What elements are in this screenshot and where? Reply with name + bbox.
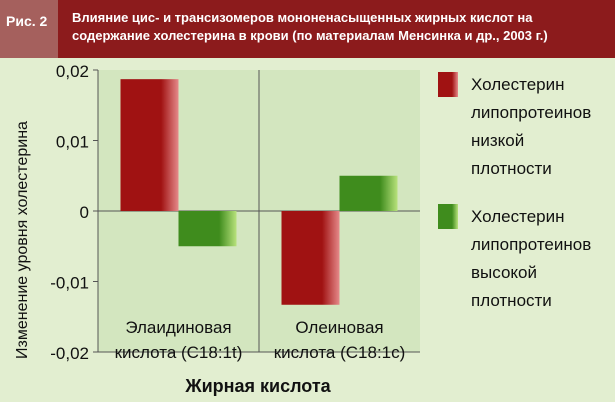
bar-ldl-1 bbox=[281, 211, 340, 305]
category-label: кислота (C18:1t) bbox=[115, 343, 243, 362]
legend-label: липопротеинов bbox=[471, 235, 591, 254]
legend-label: липопротеинов bbox=[471, 103, 591, 122]
y-tick-label: -0,01 bbox=[50, 274, 89, 293]
category-label: кислота (C18:1c) bbox=[274, 343, 406, 362]
y-axis-title: Изменение уровня холестерина bbox=[14, 121, 31, 359]
x-axis-title: Жирная кислота bbox=[184, 376, 331, 396]
y-tick-label: 0,02 bbox=[56, 62, 89, 81]
bar-hdl-0 bbox=[178, 211, 237, 247]
bar-hdl-1 bbox=[339, 175, 398, 211]
legend-label: плотности bbox=[471, 159, 552, 178]
y-tick-label: -0,02 bbox=[50, 344, 89, 363]
legend-label: Холестерин bbox=[471, 75, 565, 94]
figure-number: Рис. 2 bbox=[6, 13, 48, 29]
legend-swatch-ldl bbox=[438, 72, 458, 97]
figure-title: Влияние цис- и трансизомеров мононенасыщ… bbox=[72, 10, 548, 43]
figure-number-badge: Рис. 2 bbox=[0, 0, 58, 58]
y-tick-label: 0 bbox=[80, 203, 89, 222]
legend-label: низкой bbox=[471, 131, 524, 150]
legend-label: плотности bbox=[471, 291, 552, 310]
figure-header: Рис. 2 Влияние цис- и трансизомеров моно… bbox=[0, 0, 615, 58]
category-label: Элаидиновая bbox=[125, 318, 231, 337]
y-tick-label: 0,01 bbox=[56, 133, 89, 152]
category-label: Олеиновая bbox=[295, 318, 383, 337]
legend-label: Холестерин bbox=[471, 207, 565, 226]
bar-ldl-0 bbox=[120, 79, 179, 211]
legend-swatch-hdl bbox=[438, 204, 458, 229]
legend-label: высокой bbox=[471, 263, 537, 282]
